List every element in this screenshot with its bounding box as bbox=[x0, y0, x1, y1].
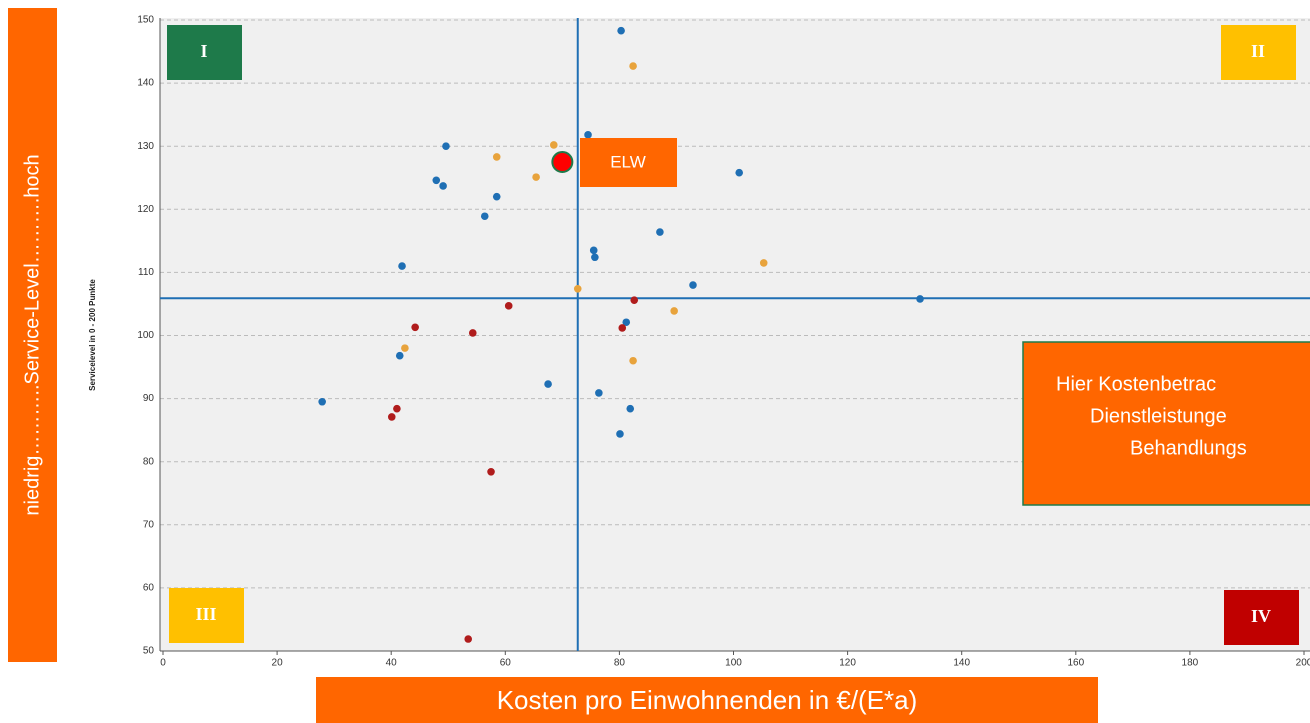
point bbox=[759, 259, 768, 267]
y-tick-label: 110 bbox=[138, 267, 154, 278]
y-tick-label: 100 bbox=[137, 330, 154, 341]
x-tick-label: 80 bbox=[614, 658, 626, 669]
point bbox=[318, 397, 326, 406]
quadrant-label: III bbox=[195, 604, 216, 624]
quadrant-box bbox=[169, 588, 244, 643]
x-axis-label: Kosten pro Einwohnenden in €/(E*a) bbox=[497, 685, 918, 715]
quadrant-label: IV bbox=[1251, 606, 1271, 626]
y-tick-label: 120 bbox=[137, 204, 154, 215]
highlight-label: ELW bbox=[610, 152, 646, 171]
point bbox=[387, 413, 396, 421]
point bbox=[468, 329, 477, 337]
point bbox=[591, 253, 599, 262]
x-tick-label: 40 bbox=[386, 658, 398, 669]
point bbox=[432, 176, 441, 185]
note-box bbox=[1022, 341, 1310, 506]
point bbox=[689, 281, 697, 289]
y-tick-label: 80 bbox=[143, 456, 155, 467]
point bbox=[442, 142, 450, 150]
quadrant-label: II bbox=[1251, 41, 1265, 61]
point bbox=[480, 212, 489, 221]
side-bar bbox=[8, 8, 57, 662]
y-tick-label: 140 bbox=[137, 78, 154, 89]
side-label: niedrig………..Service-Level……….hoch bbox=[21, 154, 43, 515]
point bbox=[549, 141, 558, 149]
point bbox=[395, 351, 404, 360]
point bbox=[584, 131, 592, 139]
x-tick-label: 120 bbox=[839, 658, 856, 669]
point bbox=[573, 285, 582, 293]
y-tick-label: 130 bbox=[137, 141, 154, 152]
x-tick-label: 160 bbox=[1067, 658, 1084, 669]
point bbox=[398, 262, 406, 270]
point bbox=[589, 246, 598, 255]
point bbox=[393, 404, 401, 413]
point bbox=[916, 295, 924, 303]
point bbox=[630, 296, 639, 304]
quadrant-box bbox=[1224, 590, 1299, 645]
point bbox=[439, 182, 447, 190]
y-tick-label: 150 bbox=[137, 15, 154, 26]
quadrant-box bbox=[1221, 25, 1296, 80]
note-line: Dienstleistunge bbox=[1090, 405, 1227, 427]
y-axis-label: Servicelevel in 0 - 200 Punkte bbox=[88, 279, 97, 391]
point bbox=[411, 323, 419, 332]
point bbox=[616, 430, 624, 438]
point bbox=[670, 307, 678, 315]
point bbox=[629, 62, 637, 70]
point bbox=[401, 344, 409, 352]
quadrant-box bbox=[167, 25, 242, 80]
y-tick-label: 50 bbox=[143, 646, 155, 657]
point bbox=[656, 228, 664, 236]
point bbox=[629, 356, 637, 365]
x-tick-label: 20 bbox=[272, 658, 284, 669]
point bbox=[492, 153, 501, 161]
plot-area bbox=[160, 18, 1310, 651]
x-tick-label: 0 bbox=[160, 658, 166, 669]
note-line: Hier Kostenbetrac bbox=[1056, 373, 1216, 395]
point bbox=[487, 467, 495, 476]
point bbox=[464, 635, 473, 643]
point bbox=[622, 318, 631, 327]
highlight-label-box bbox=[580, 138, 677, 187]
y-tick-label: 60 bbox=[143, 583, 155, 594]
point bbox=[492, 192, 501, 201]
x-tick-label: 180 bbox=[1182, 658, 1199, 669]
quadrant-label: I bbox=[200, 41, 207, 61]
point bbox=[617, 26, 625, 35]
point bbox=[735, 168, 744, 177]
point bbox=[532, 173, 540, 181]
point bbox=[595, 389, 603, 397]
y-tick-label: 90 bbox=[143, 393, 155, 404]
point bbox=[618, 324, 627, 332]
x-label-box bbox=[316, 677, 1098, 723]
x-tick-label: 200 bbox=[1296, 658, 1310, 669]
point bbox=[626, 404, 635, 413]
point bbox=[544, 380, 552, 388]
note-line: Behandlungs bbox=[1130, 437, 1247, 459]
x-tick-label: 140 bbox=[953, 658, 970, 669]
highlight-point bbox=[551, 150, 574, 173]
x-tick-label: 100 bbox=[725, 658, 742, 669]
x-tick-label: 60 bbox=[500, 658, 512, 669]
point bbox=[504, 302, 513, 310]
y-tick-label: 70 bbox=[143, 519, 155, 530]
